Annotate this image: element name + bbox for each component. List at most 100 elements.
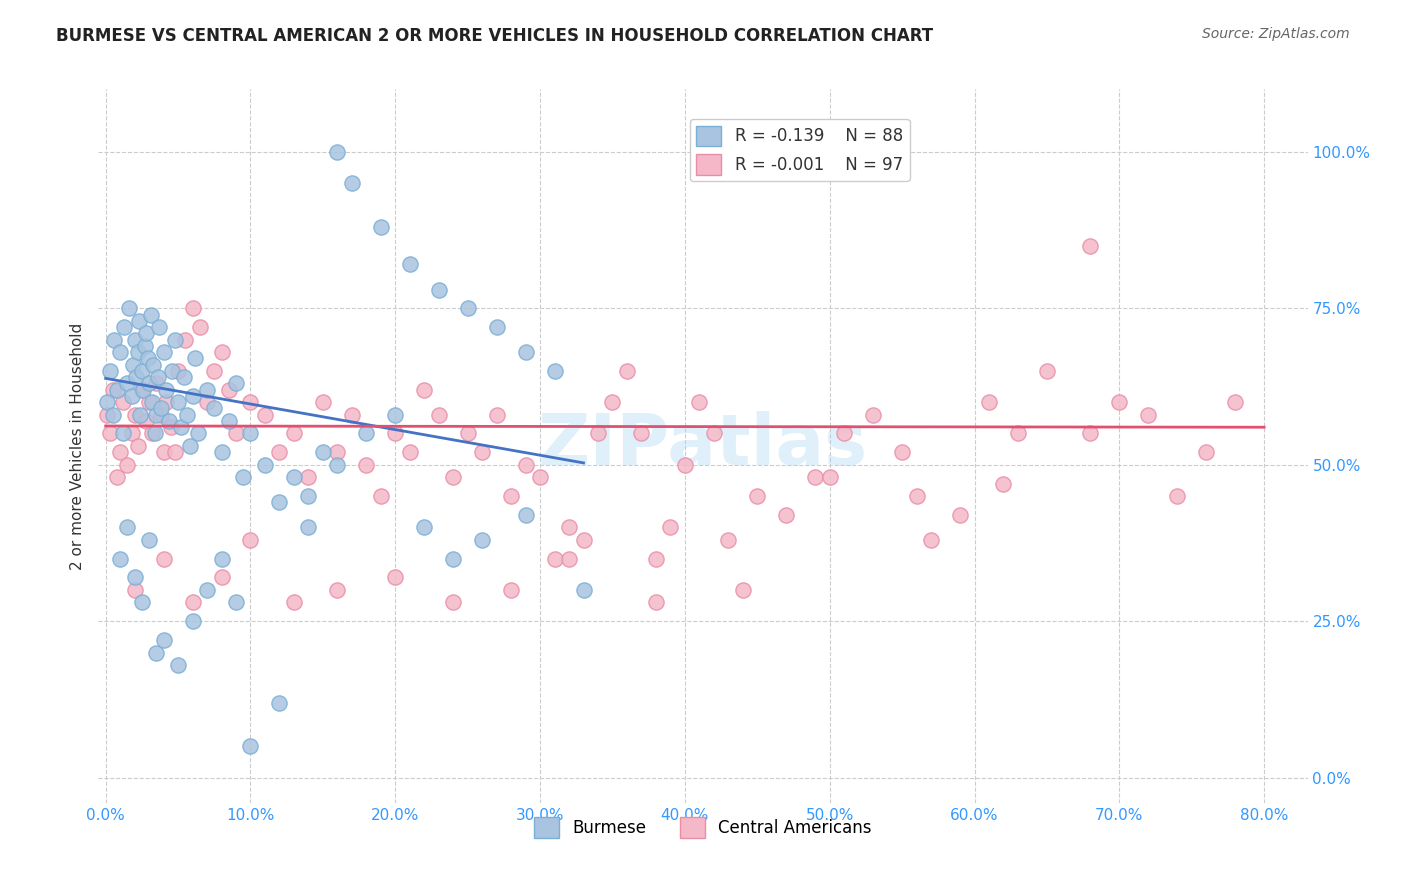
Point xyxy=(269,495,291,509)
Legend: Burmese, Central Americans: Burmese, Central Americans xyxy=(527,811,879,845)
Point xyxy=(717,533,740,547)
Point xyxy=(124,570,146,584)
Point xyxy=(529,470,551,484)
Point xyxy=(558,551,581,566)
Point xyxy=(515,345,537,359)
Point xyxy=(1080,426,1102,441)
Point xyxy=(167,364,190,378)
Point xyxy=(181,301,204,316)
Point xyxy=(157,414,180,428)
Point xyxy=(135,326,157,341)
Point xyxy=(485,320,508,334)
Point xyxy=(1108,395,1130,409)
Point xyxy=(283,426,305,441)
Point xyxy=(103,333,125,347)
Point xyxy=(129,408,152,422)
Point xyxy=(253,458,276,472)
Point xyxy=(128,314,150,328)
Point xyxy=(155,395,177,409)
Point xyxy=(253,408,276,422)
Point xyxy=(96,408,118,422)
Point xyxy=(312,445,335,459)
Point xyxy=(174,333,197,347)
Point xyxy=(122,358,145,372)
Point xyxy=(155,383,177,397)
Point xyxy=(218,414,240,428)
Point xyxy=(173,370,195,384)
Point xyxy=(370,219,392,234)
Point xyxy=(121,389,143,403)
Point xyxy=(572,533,595,547)
Point xyxy=(340,408,363,422)
Point xyxy=(356,426,378,441)
Point xyxy=(1195,445,1218,459)
Point xyxy=(136,351,159,366)
Point xyxy=(775,508,797,522)
Point xyxy=(188,320,211,334)
Point xyxy=(124,408,146,422)
Point xyxy=(211,445,233,459)
Point xyxy=(862,408,884,422)
Point xyxy=(326,445,349,459)
Point xyxy=(558,520,581,534)
Point xyxy=(384,408,406,422)
Point xyxy=(152,633,174,648)
Point xyxy=(152,445,174,459)
Point xyxy=(225,376,247,391)
Point xyxy=(112,426,135,441)
Point xyxy=(141,426,163,441)
Point xyxy=(441,470,464,484)
Point xyxy=(218,383,240,397)
Point xyxy=(101,408,124,422)
Point xyxy=(184,351,207,366)
Point xyxy=(145,376,167,391)
Point xyxy=(167,658,190,673)
Point xyxy=(239,426,262,441)
Point xyxy=(427,408,450,422)
Point xyxy=(211,345,233,359)
Point xyxy=(181,614,204,628)
Point xyxy=(804,470,827,484)
Point xyxy=(108,551,131,566)
Point xyxy=(187,426,209,441)
Point xyxy=(143,426,166,441)
Point xyxy=(149,408,172,422)
Point xyxy=(471,445,494,459)
Point xyxy=(117,376,139,391)
Point xyxy=(195,383,218,397)
Point xyxy=(121,426,143,441)
Point xyxy=(108,445,131,459)
Point xyxy=(572,582,595,597)
Point xyxy=(326,458,349,472)
Point xyxy=(297,470,319,484)
Point xyxy=(117,520,139,534)
Point xyxy=(211,570,233,584)
Point xyxy=(139,308,162,322)
Point xyxy=(703,426,725,441)
Point xyxy=(145,408,167,422)
Point xyxy=(225,426,247,441)
Point xyxy=(96,395,118,409)
Point xyxy=(457,301,479,316)
Point xyxy=(688,395,710,409)
Point xyxy=(141,395,163,409)
Point xyxy=(543,364,565,378)
Point xyxy=(515,458,537,472)
Point xyxy=(413,520,436,534)
Point xyxy=(283,595,305,609)
Point xyxy=(152,345,174,359)
Point xyxy=(165,445,187,459)
Point xyxy=(543,551,565,566)
Point xyxy=(138,376,160,391)
Point xyxy=(501,489,523,503)
Point xyxy=(176,408,198,422)
Point xyxy=(125,370,148,384)
Text: BURMESE VS CENTRAL AMERICAN 2 OR MORE VEHICLES IN HOUSEHOLD CORRELATION CHART: BURMESE VS CENTRAL AMERICAN 2 OR MORE VE… xyxy=(56,27,934,45)
Point xyxy=(127,439,149,453)
Point xyxy=(101,383,124,397)
Point xyxy=(645,551,668,566)
Point xyxy=(138,533,160,547)
Point xyxy=(340,176,363,190)
Point xyxy=(485,408,508,422)
Point xyxy=(135,414,157,428)
